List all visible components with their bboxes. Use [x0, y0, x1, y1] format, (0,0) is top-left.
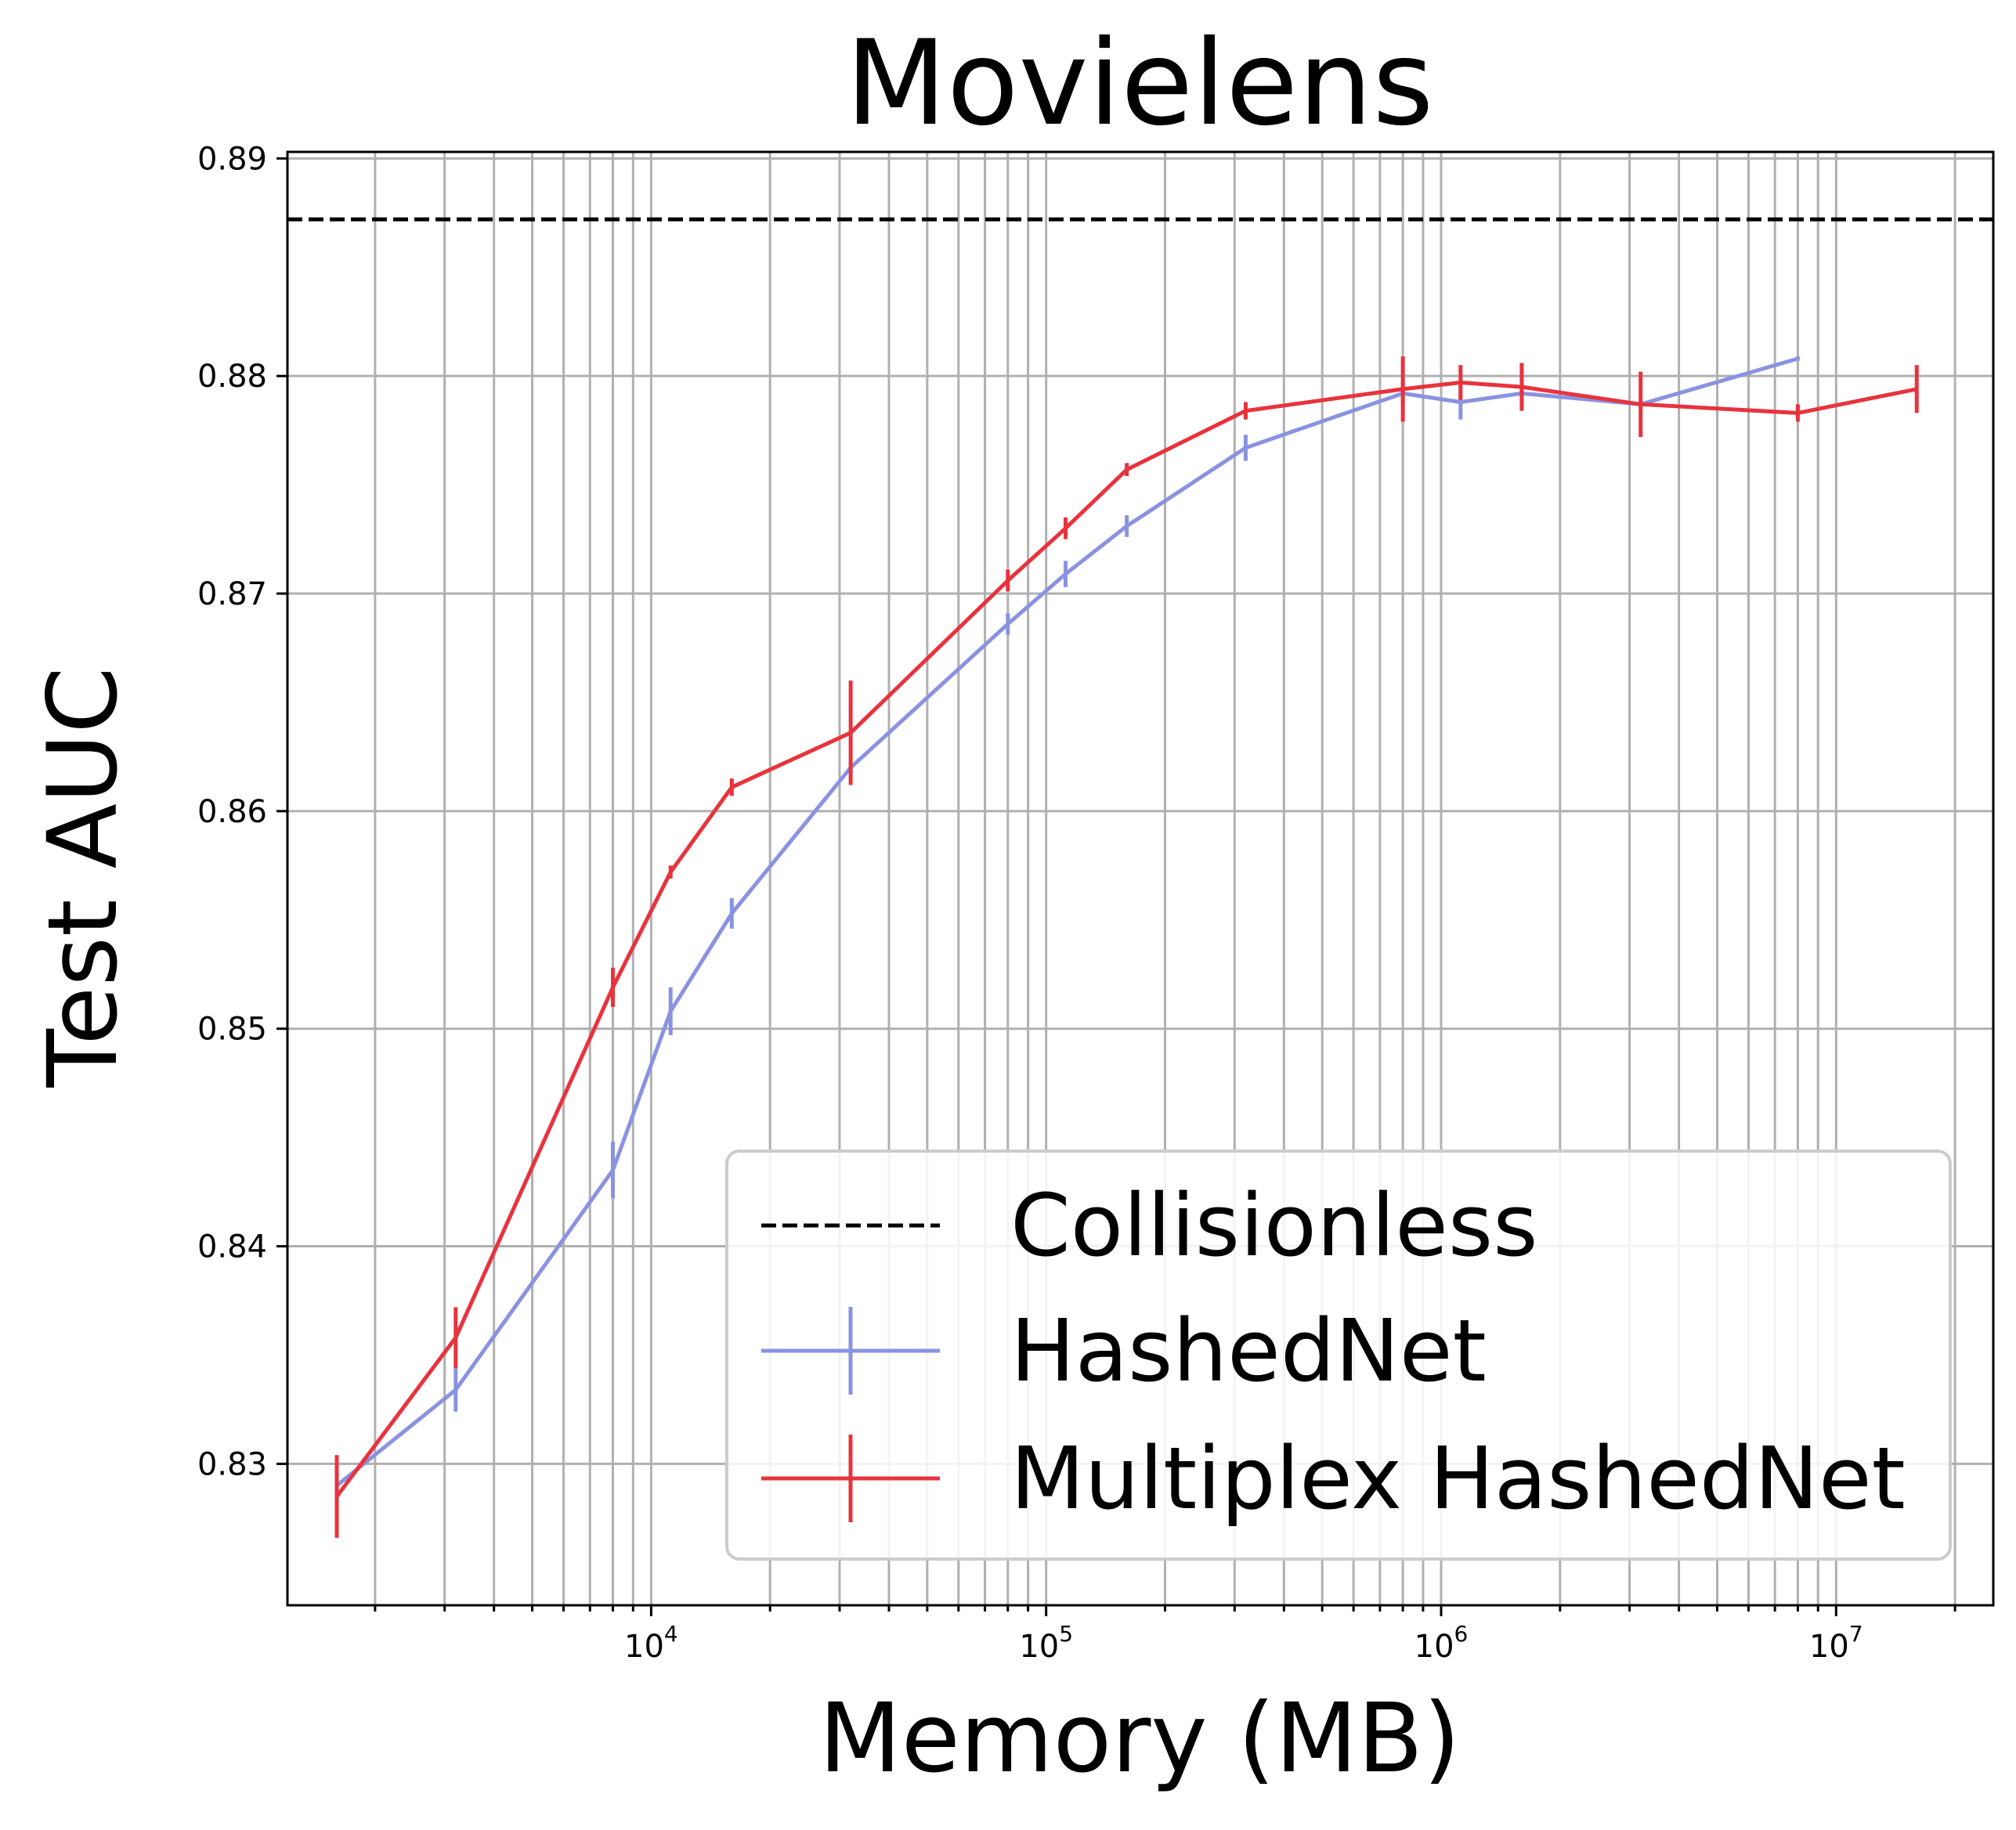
y-tick-label: 0.84: [197, 1229, 267, 1265]
plot-frame: [286, 150, 1995, 1607]
series-line-1: [334, 381, 1917, 1498]
legend-label-1: HashedNet: [1010, 1301, 1487, 1401]
y-tick-label: 0.89: [197, 141, 267, 177]
x-tick-label: 106: [1414, 1621, 1469, 1665]
chart-title: Movielens: [845, 16, 1433, 152]
legend-label-2: Multiplex HashedNet: [1010, 1428, 1906, 1529]
legend-label-0: Collisionless: [1010, 1175, 1538, 1276]
axes: 0.83 0.84 0.85 0.86 0.87 0.88 0.89 104 105 106 107: [197, 141, 1995, 1665]
y-tick-label: 0.87: [197, 576, 267, 612]
x-tick-label: 107: [1809, 1621, 1863, 1665]
series-layer: [334, 356, 1919, 1538]
legend: Collisionless HashedNet Multiplex HashedNe…: [725, 1150, 1952, 1561]
x-axis-label: Memory (MB): [818, 1683, 1460, 1794]
y-tick-label: 0.85: [197, 1012, 267, 1048]
x-tick-label: 104: [624, 1621, 678, 1665]
y-axis-label: Test AUC: [27, 667, 139, 1088]
y-tick-label: 0.83: [197, 1446, 267, 1482]
x-tick-label: 105: [1019, 1621, 1073, 1665]
y-tick-label: 0.86: [197, 794, 267, 830]
y-tick-label: 0.88: [197, 359, 267, 395]
legend-frame: [725, 1150, 1952, 1561]
